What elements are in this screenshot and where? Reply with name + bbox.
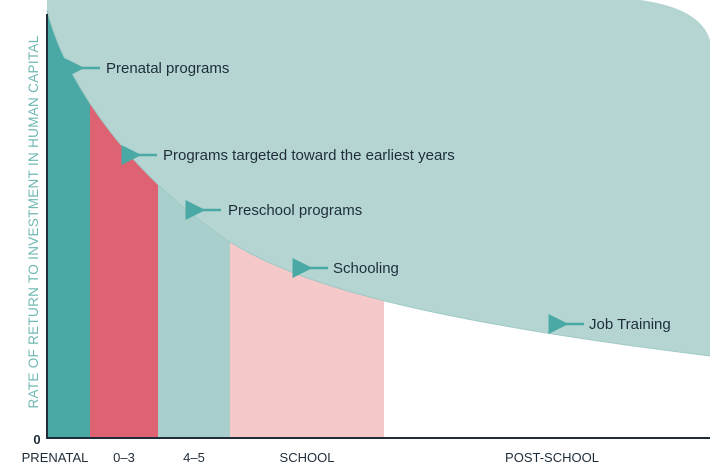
y-axis-label: RATE OF RETURN TO INVESTMENT IN HUMAN CA… (26, 35, 41, 408)
stage-label: 0–3 (113, 450, 135, 465)
annotation: Programs targeted toward the earliest ye… (163, 147, 455, 164)
diagram: RATE OF RETURN TO INVESTMENT IN HUMAN CA… (0, 0, 710, 468)
stage-label: 4–5 (183, 450, 205, 465)
stage-label: POST-SCHOOL (505, 450, 599, 465)
annotation: Schooling (333, 260, 399, 277)
annotation: Preschool programs (228, 202, 362, 219)
origin-label: 0 (33, 432, 40, 447)
stage-label: SCHOOL (280, 450, 335, 465)
annotation: Job Training (589, 316, 671, 333)
stage-label: PRENATAL (22, 450, 89, 465)
annotation: Prenatal programs (106, 60, 229, 77)
